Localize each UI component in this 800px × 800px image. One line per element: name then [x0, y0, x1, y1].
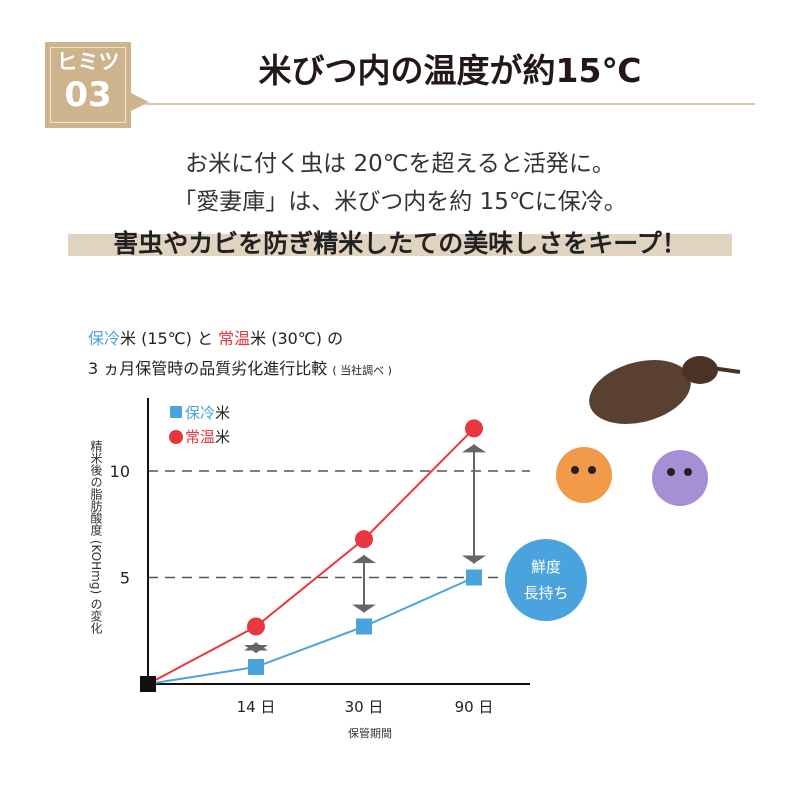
freshness-bubble [505, 539, 587, 621]
arrow-up-head [462, 444, 486, 453]
data-point-circle [355, 530, 373, 549]
chart-title-text: 米 (15℃) と [120, 329, 219, 348]
legend-entry: 常温米 [185, 428, 230, 446]
chart-title-note: ( 当社調べ ) [332, 364, 392, 377]
badge-label: ヒミツ [56, 50, 120, 74]
arrow-down-head [244, 644, 268, 653]
orange-germ-illustration [556, 447, 612, 503]
legend-entry: 保冷米 [185, 404, 230, 422]
weevil-illustration [589, 360, 691, 424]
germ-eye [571, 466, 579, 474]
weevil-head [682, 356, 718, 384]
x-tick-label: 14 日 [237, 698, 276, 716]
chart-title-line-2: 3 ヵ月保管時の品質劣化進行比較 ( 当社調べ ) [88, 355, 392, 379]
badge-pointer [131, 93, 149, 111]
arrow-down-head [352, 604, 376, 613]
badge-number: 03 [64, 75, 112, 115]
intro-line-2: 「愛妻庫」は、米びつ内を約 15℃に保冷。 [173, 189, 627, 215]
x-axis-label: 保管期間 [348, 726, 392, 740]
origin-marker [140, 676, 156, 692]
series-line-1 [147, 427, 475, 685]
legend-square-icon [170, 406, 182, 418]
intro-line-1: お米に付く虫は 20℃を超えると活発に。 [185, 151, 615, 177]
bubble-line-1: 鮮度 [531, 558, 561, 576]
data-point-circle [465, 419, 483, 438]
chart-title-red: 常温 [218, 329, 251, 348]
data-point-square [466, 569, 482, 586]
weevil-snout [711, 366, 741, 374]
highlight-band [68, 234, 732, 256]
x-tick-label: 30 日 [345, 698, 384, 716]
y-axis-label: 精米後の脂肪酸度 (KOHmg) の変化 [89, 440, 103, 635]
germ-eye [588, 466, 596, 474]
germ-eye [684, 468, 692, 476]
series-line-0 [147, 576, 475, 685]
chart-title-line-1: 保冷米 (15℃) と 常温米 (30℃) の [88, 325, 343, 349]
data-point-square [356, 618, 372, 635]
data-point-circle [247, 617, 265, 636]
y-tick-label: 5 [120, 569, 130, 588]
y-tick-label: 10 [110, 462, 130, 481]
germ-eye [667, 468, 675, 476]
chart-title-text-2: 米 (30℃) の [250, 329, 344, 348]
himitsu-badge: ヒミツ 03 [45, 42, 131, 128]
highlight-text: 害虫やカビを防ぎ精米したての美味しさをキープ！ [113, 229, 687, 258]
purple-germ-illustration [652, 450, 708, 506]
chart-title-main: 3 ヵ月保管時の品質劣化進行比較 [88, 359, 328, 378]
header-divider [145, 103, 755, 105]
arrow-down-head [462, 555, 486, 564]
x-tick-label: 90 日 [455, 698, 494, 716]
data-point-square [248, 658, 264, 675]
page-title: 米びつ内の温度が約15℃ [258, 51, 642, 90]
arrow-up-head [352, 555, 376, 564]
legend-circle-icon [169, 430, 183, 444]
chart-title-blue: 保冷 [88, 329, 121, 348]
bubble-line-2: 長持ち [523, 584, 568, 602]
